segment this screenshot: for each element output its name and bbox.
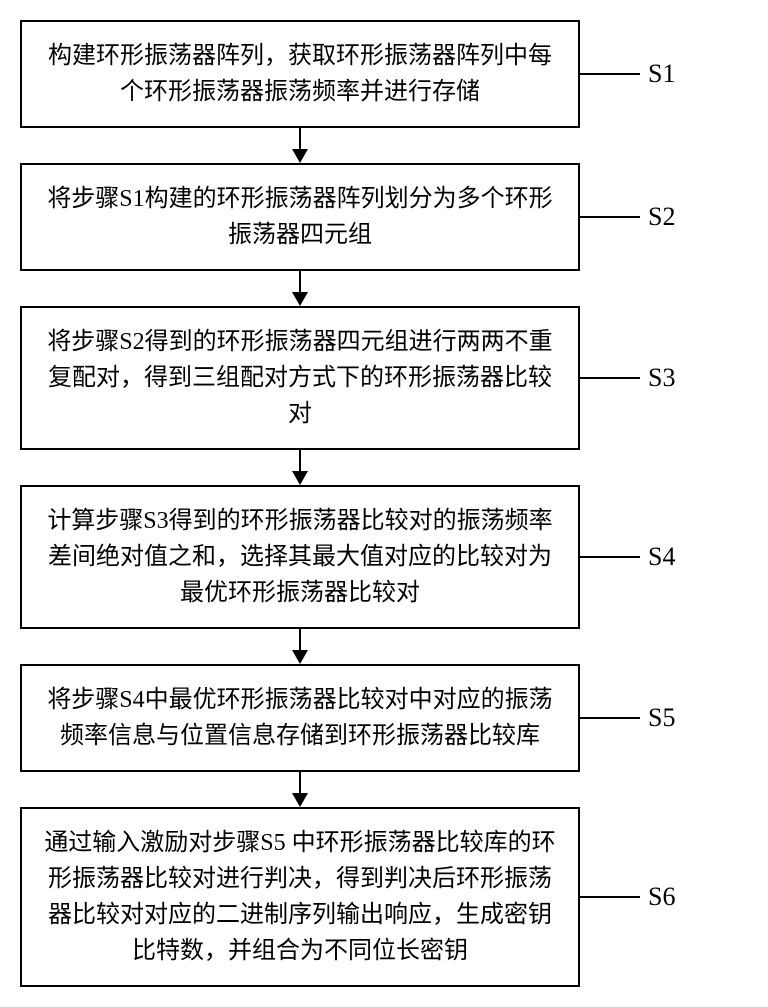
- flowchart-container: 构建环形振荡器阵列，获取环形振荡器阵列中每个环形振荡器振荡频率并进行存储 S1 将步…: [20, 20, 748, 987]
- flowchart-step-box: 计算步骤S3得到的环形振荡器比较对的振荡频率差间绝对值之和，选择其最大值对应的比…: [20, 485, 580, 629]
- label-connector-line: [580, 73, 640, 75]
- arrow-down-icon: [292, 629, 308, 664]
- arrow-down-icon: [292, 772, 308, 807]
- flowchart-step-row: 将步骤S4中最优环形振荡器比较对中对应的振荡频率信息与位置信息存储到环形振荡器比…: [20, 664, 748, 772]
- flowchart-arrow-row: [20, 128, 748, 163]
- step-label: S1: [640, 59, 728, 89]
- flowchart-arrow-row: [20, 271, 748, 306]
- flowchart-step-box: 通过输入激励对步骤S5 中环形振荡器比较库的环形振荡器比较对进行判决，得到判决后…: [20, 807, 580, 987]
- step-label: S3: [640, 363, 728, 393]
- flowchart-step-box: 将步骤S4中最优环形振荡器比较对中对应的振荡频率信息与位置信息存储到环形振荡器比…: [20, 664, 580, 772]
- flowchart-step-row: 通过输入激励对步骤S5 中环形振荡器比较库的环形振荡器比较对进行判决，得到判决后…: [20, 807, 748, 987]
- flowchart-step-row: 计算步骤S3得到的环形振荡器比较对的振荡频率差间绝对值之和，选择其最大值对应的比…: [20, 485, 748, 629]
- step-label: S5: [640, 703, 728, 733]
- step-label: S6: [640, 882, 728, 912]
- flowchart-arrow-row: [20, 629, 748, 664]
- arrow-down-icon: [292, 450, 308, 485]
- flowchart-step-box: 构建环形振荡器阵列，获取环形振荡器阵列中每个环形振荡器振荡频率并进行存储: [20, 20, 580, 128]
- label-connector-line: [580, 377, 640, 379]
- flowchart-step-row: 将步骤S2得到的环形振荡器四元组进行两两不重复配对，得到三组配对方式下的环形振荡…: [20, 306, 748, 450]
- step-label: S4: [640, 542, 728, 572]
- flowchart-step-row: 将步骤S1构建的环形振荡器阵列划分为多个环形振荡器四元组 S2: [20, 163, 748, 271]
- flowchart-arrow-row: [20, 772, 748, 807]
- arrow-down-icon: [292, 128, 308, 163]
- arrow-down-icon: [292, 271, 308, 306]
- label-connector-line: [580, 216, 640, 218]
- flowchart-step-row: 构建环形振荡器阵列，获取环形振荡器阵列中每个环形振荡器振荡频率并进行存储 S1: [20, 20, 748, 128]
- label-connector-line: [580, 556, 640, 558]
- flowchart-step-box: 将步骤S2得到的环形振荡器四元组进行两两不重复配对，得到三组配对方式下的环形振荡…: [20, 306, 580, 450]
- flowchart-step-box: 将步骤S1构建的环形振荡器阵列划分为多个环形振荡器四元组: [20, 163, 580, 271]
- label-connector-line: [580, 896, 640, 898]
- label-connector-line: [580, 717, 640, 719]
- step-label: S2: [640, 202, 728, 232]
- flowchart-arrow-row: [20, 450, 748, 485]
